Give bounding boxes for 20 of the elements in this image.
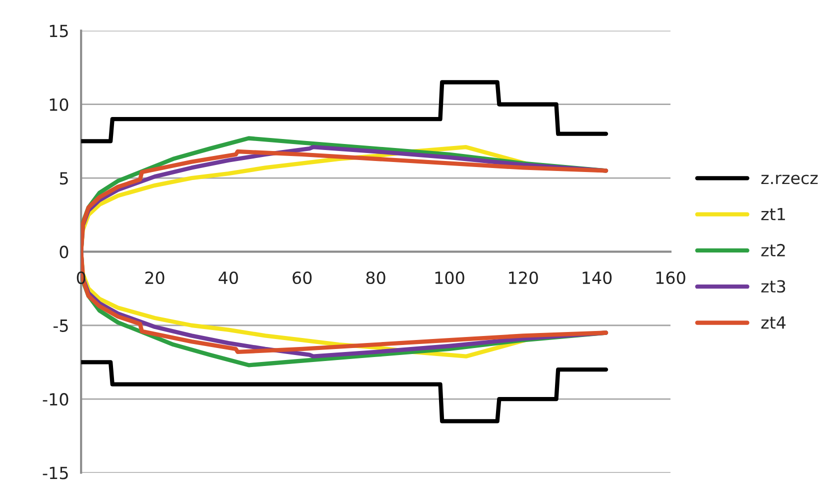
x-tick-label: 80: [366, 271, 386, 284]
legend-label: zt2: [761, 244, 785, 256]
x-tick-label: 60: [292, 271, 312, 284]
y-tick-label: 0: [60, 246, 68, 258]
legend-label: zt3: [761, 280, 786, 293]
x-tick-label: 100: [435, 271, 464, 284]
y-tick-label: -5: [53, 320, 68, 332]
y-tick-label: -10: [42, 393, 68, 406]
y-tick-label: 15: [50, 24, 68, 38]
x-tick-label: 160: [656, 271, 686, 284]
y-tick-label: -15: [42, 466, 68, 480]
x-tick-label: 140: [582, 271, 612, 284]
x-tick-label: 120: [509, 271, 538, 284]
y-tick-label: 5: [60, 172, 68, 185]
x-tick-label: 20: [145, 271, 164, 284]
legend-label: zt1: [761, 208, 785, 220]
y-tick-label: 10: [50, 98, 68, 111]
legend-label: z.rzecz: [761, 174, 818, 184]
legend-label: zt4: [761, 316, 786, 329]
x-tick-label: 40: [218, 271, 238, 284]
